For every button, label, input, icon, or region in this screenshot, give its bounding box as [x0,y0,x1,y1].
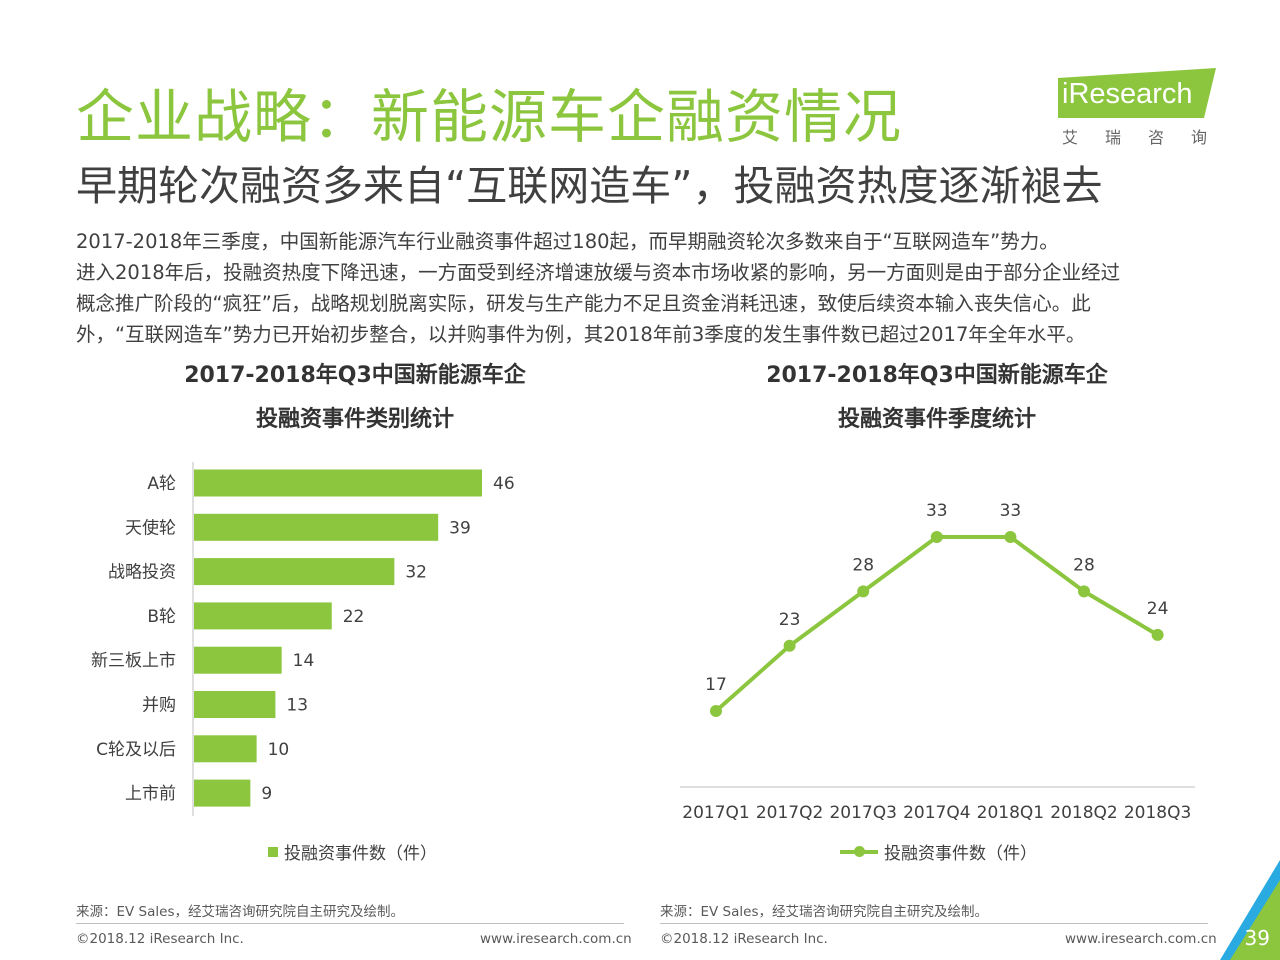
data-point [710,705,722,717]
data-point [1004,531,1017,543]
bar [194,735,257,763]
line-chart-title-line: 投融资事件季度统计 [837,407,1036,432]
data-point [857,585,870,598]
data-point [1151,628,1164,641]
x-tick-label: 2018Q3 [1124,803,1191,823]
data-label: 46 [493,474,515,494]
website-url-right[interactable]: www.iresearch.com.cn [1065,931,1217,947]
data-label: 13 [286,696,308,716]
logo-subtext: 艾瑞咨询 [1062,128,1235,147]
data-label: 28 [852,555,874,575]
data-point [783,639,796,652]
data-label: 17 [705,675,727,695]
category-label: A轮 [147,474,176,494]
x-tick-label: 2017Q4 [903,803,970,823]
x-tick-label: 2017Q1 [682,803,749,823]
data-label: 24 [1147,599,1169,619]
bar [194,779,251,807]
data-label: 23 [779,610,801,630]
x-tick-label: 2017Q3 [829,803,896,823]
category-label: C轮及以后 [96,740,176,760]
data-label: 39 [449,518,471,538]
bar [194,558,395,586]
x-tick-label: 2018Q2 [1050,803,1117,823]
data-label: 33 [1000,501,1022,521]
data-point [1078,585,1090,598]
paragraph-line: 概念推广阶段的“疯狂”后，战略规划脱离实际，研发与生产能力不足且资金消耗迅速，致… [76,292,1091,315]
page-title: 企业战略：新能源车企融资情况 [76,83,903,151]
logo-text: iResearch [1062,78,1193,110]
legend-label: 投融资事件数（件） [884,844,1037,864]
data-label: 14 [293,651,315,671]
page-subtitle: 早期轮次融资多来自“互联网造车”，投融资热度逐渐褪去 [76,162,1103,210]
copyright-left: ©2018.12 iResearch Inc. [76,931,244,947]
legend-line-marker-icon [840,845,878,857]
category-label: 天使轮 [125,517,176,538]
x-tick-label: 2018Q1 [977,803,1044,823]
summary-paragraph: 2017-2018年三季度，中国新能源汽车行业融资事件超过180起，而早期融资轮… [76,226,1226,350]
paragraph-line: 2017-2018年三季度，中国新能源汽车行业融资事件超过180起，而早期融资轮… [76,230,1059,253]
iresearch-logo: iResearch 艾瑞咨询 [1058,68,1218,150]
paragraph-line: 外，“互联网造车”势力已开始初步整合，以并购事件为例，其2018年前3季度的发生… [76,323,1086,346]
data-label: 33 [926,501,948,521]
category-label: 并购 [142,696,176,716]
category-label: 战略投资 [108,563,176,583]
copyright-right: ©2018.12 iResearch Inc. [660,931,828,947]
data-label: 22 [343,607,365,627]
category-label: 上市前 [125,784,176,804]
logo-banner-shape [1058,68,1216,118]
data-label: 32 [405,563,427,583]
website-url-left[interactable]: www.iresearch.com.cn [480,931,632,947]
footer-divider-right [660,923,1208,924]
line-chart-legend: 投融资事件数（件） [840,839,1037,864]
bar [194,646,282,674]
data-label: 10 [268,740,290,760]
bar-chart-title-line: 2017-2018年Q3中国新能源车企 [184,363,526,388]
data-label: 28 [1073,555,1095,575]
bar [194,602,332,630]
data-label: 9 [261,784,272,804]
bar [194,469,482,497]
x-tick-label: 2017Q2 [756,803,823,823]
footer-divider-left [76,923,624,924]
bar-chart-legend: 投融资事件数（件） [268,839,437,864]
category-label: B轮 [147,607,176,627]
data-point [930,531,943,543]
line-chart-title-line: 2017-2018年Q3中国新能源车企 [766,363,1108,388]
legend-label: 投融资事件数（件） [284,844,437,864]
bar-chart-title-line: 投融资事件类别统计 [255,407,454,432]
source-note-left: 来源：EV Sales，经艾瑞咨询研究院自主研究及绘制。 [76,904,404,920]
bar-chart-title: 2017-2018年Q3中国新能源车企 投融资事件类别统计 [90,354,620,442]
page-corner-decoration [1220,860,1280,960]
legend-square-icon [268,846,278,857]
source-note-right: 来源：EV Sales，经艾瑞咨询研究院自主研究及绘制。 [660,904,988,920]
bar [194,691,276,718]
page-number: 39 [1244,926,1270,950]
category-label: 新三板上市 [91,651,176,671]
paragraph-line: 进入2018年后，投融资热度下降迅速，一方面受到经济增速放缓与资本市场收紧的影响… [76,261,1121,284]
bar [194,513,439,541]
line-chart-title: 2017-2018年Q3中国新能源车企 投融资事件季度统计 [672,354,1202,442]
